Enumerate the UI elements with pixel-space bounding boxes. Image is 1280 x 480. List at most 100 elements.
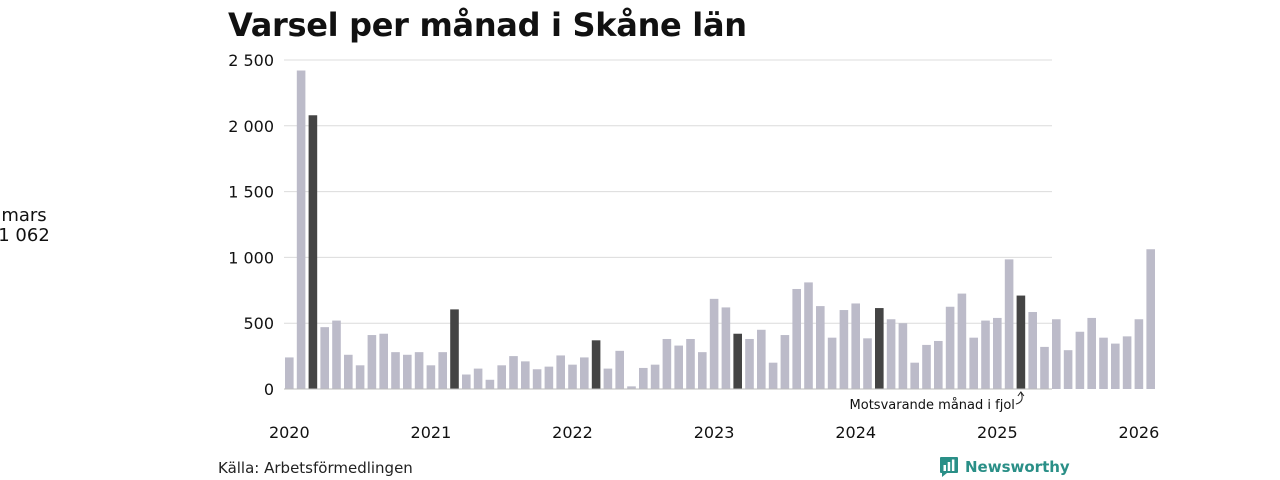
bar-2024-11 — [969, 337, 978, 389]
bar-2024-05 — [898, 323, 908, 389]
x-tick-label: 2024 — [835, 423, 876, 442]
bar-2020-03 — [308, 115, 318, 389]
y-tick-label: 1 500 — [228, 183, 274, 202]
y-tick-label: 500 — [243, 314, 274, 333]
bar-2022-11 — [686, 338, 695, 389]
bar-2021-04 — [462, 374, 471, 389]
bar-2020-02 — [296, 70, 306, 389]
x-tick-label: 2020 — [269, 423, 310, 442]
x-tick-label: 2026 — [1119, 423, 1160, 442]
annotation-text: Motsvarande månad i fjol — [850, 398, 1015, 413]
x-axis-ticks: 2020 2021 2022 2023 2024 2025 2026 — [269, 423, 1159, 442]
y-tick-label: 1 000 — [228, 248, 274, 267]
bar-2025-10 — [1099, 337, 1108, 389]
bar-2022-04 — [603, 368, 613, 389]
bar-2022-01 — [568, 364, 577, 389]
annotation-arrowhead — [1017, 391, 1025, 397]
bar-2023-01 — [709, 298, 719, 389]
bar-2022-07 — [639, 367, 648, 389]
bar-2026-02 — [1146, 249, 1155, 389]
bar-2023-06 — [768, 362, 778, 389]
bar-2025-01 — [993, 317, 1002, 389]
bar-2022-09 — [662, 338, 672, 389]
bar-2021-02 — [438, 352, 447, 389]
bar-2020-08 — [367, 335, 377, 389]
bar-2022-06 — [627, 386, 636, 389]
bar-2022-03 — [591, 340, 601, 389]
bar-2024-09 — [945, 306, 955, 389]
bar-2025-09 — [1087, 317, 1096, 389]
bar-2024-08 — [934, 340, 943, 389]
x-tick-label: 2025 — [977, 423, 1018, 442]
bar-2025-12 — [1122, 336, 1132, 389]
bar-2025-06 — [1052, 319, 1061, 389]
brand-name: Newsworthy — [965, 458, 1070, 476]
bar-2025-04 — [1028, 312, 1037, 389]
bar-2023-11 — [827, 337, 837, 389]
bar-2025-02 — [1004, 259, 1014, 389]
bar-2022-10 — [674, 345, 683, 389]
bar-2020-09 — [379, 333, 388, 389]
bar-2023-02 — [721, 307, 731, 389]
y-tick-label: 2 000 — [228, 117, 274, 136]
y-axis-ticks: 0 500 1 000 1 500 2 000 2 500 — [228, 51, 274, 399]
bar-2023-05 — [757, 329, 766, 389]
bar-2021-09 — [521, 361, 530, 389]
bar-2021-01 — [426, 365, 436, 389]
bar-2021-05 — [473, 368, 483, 389]
bar-2021-03 — [450, 309, 459, 389]
bar-2021-06 — [485, 379, 495, 389]
bar-2022-08 — [650, 364, 660, 389]
x-tick-label: 2021 — [411, 423, 452, 442]
bar-2022-12 — [698, 352, 707, 389]
bar-2020-06 — [344, 354, 353, 389]
bar-2024-12 — [981, 320, 990, 389]
gridlines — [284, 59, 1052, 324]
bar-2024-06 — [910, 362, 919, 389]
bar-2023-08 — [792, 288, 801, 389]
previous-year-annotation: Motsvarande månad i fjol — [850, 391, 1025, 413]
bar-2025-05 — [1040, 346, 1049, 389]
source-text: Källa: Arbetsförmedlingen — [218, 459, 413, 477]
bar-2020-07 — [355, 365, 365, 389]
bar-2022-05 — [615, 350, 624, 389]
bar-2024-02 — [863, 338, 872, 389]
bar-2020-11 — [403, 354, 412, 389]
bar-2022-02 — [580, 357, 589, 389]
chart-title: Varsel per månad i Skåne län — [228, 6, 747, 44]
bar-2021-08 — [509, 356, 518, 389]
bar-2025-08 — [1075, 331, 1085, 389]
bar-2020-01 — [285, 357, 294, 389]
brand-logo: Newsworthy — [939, 456, 1070, 478]
bar-2023-12 — [839, 310, 849, 389]
bar-2026-01 — [1134, 319, 1144, 389]
bar-2020-04 — [320, 327, 329, 389]
annotation-arrow — [1015, 391, 1023, 405]
bar-2025-11 — [1111, 343, 1120, 389]
bar-2024-10 — [957, 293, 967, 389]
bar-2021-11 — [544, 366, 554, 389]
x-tick-label: 2023 — [694, 423, 735, 442]
y-tick-label: 2 500 — [228, 51, 274, 70]
bar-2020-05 — [332, 320, 341, 389]
y-tick-label: 0 — [264, 380, 274, 399]
bar-2024-07 — [922, 344, 931, 389]
bar-2025-03 — [1016, 295, 1026, 389]
latest-value-text: 1 062 — [0, 225, 50, 246]
bar-2021-07 — [497, 365, 506, 389]
bar-series — [285, 70, 1155, 389]
bar-2023-09 — [804, 282, 813, 389]
bar-2025-07 — [1063, 350, 1073, 389]
bar-2023-07 — [780, 335, 790, 389]
bar-2023-10 — [816, 306, 825, 389]
bar-2021-12 — [556, 355, 565, 389]
bar-2020-12 — [414, 352, 424, 389]
x-tick-label: 2022 — [552, 423, 593, 442]
bar-2024-04 — [886, 319, 896, 389]
latest-value-label: mars 1 062 — [0, 205, 50, 246]
bar-2023-03 — [733, 333, 742, 389]
bar-2024-03 — [875, 308, 884, 389]
bar-2023-04 — [745, 338, 754, 389]
newsworthy-logo-icon — [940, 457, 958, 477]
